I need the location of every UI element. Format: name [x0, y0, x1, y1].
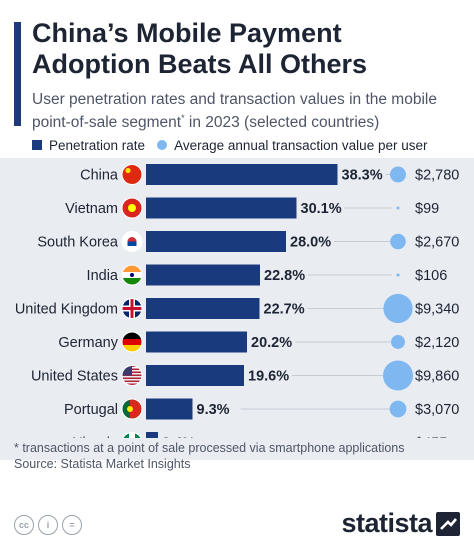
nd-icon: = — [62, 515, 82, 535]
penetration-label: 9.3% — [197, 402, 230, 418]
penetration-label: 38.3% — [342, 168, 383, 184]
category-label: Vietnam — [65, 201, 118, 217]
cc-icon: cc — [14, 515, 34, 535]
title-accent-bar — [14, 22, 21, 126]
license-icons: cc i = — [14, 515, 82, 535]
penetration-label: 2.4% — [162, 436, 195, 439]
vietnam-flag-icon — [121, 197, 143, 219]
legend-bar-swatch — [32, 140, 42, 150]
transaction-value-dot — [391, 335, 405, 349]
transaction-value-label: $2,670 — [415, 235, 459, 251]
statista-logo-mark-icon — [436, 512, 460, 536]
chart-title: China’s Mobile Payment Adoption Beats Al… — [32, 18, 368, 79]
transaction-value-label: $9,860 — [415, 369, 459, 385]
chart-subtitle: User penetration rates and transaction v… — [32, 91, 437, 132]
transaction-value-dot — [383, 293, 413, 324]
penetration-label: 22.8% — [264, 268, 305, 284]
transaction-value-dot — [383, 360, 413, 391]
transaction-value-label: $106 — [415, 268, 447, 284]
bar-chart: China 38.3% $2,780 Vietnam 30.1% $99 South Kor… — [15, 164, 459, 439]
legend-dot-swatch — [157, 140, 168, 150]
transaction-value-dot — [396, 273, 400, 277]
category-label: Portugal — [64, 402, 118, 418]
transaction-value-label: $2,120 — [415, 335, 459, 351]
united-kingdom-flag-icon — [121, 298, 143, 319]
transaction-value-dot — [390, 166, 406, 183]
by-icon: i — [38, 515, 58, 535]
nigeria-flag-icon — [122, 432, 142, 438]
legend-dot-label: Average annual transaction value per use… — [174, 137, 428, 153]
transaction-value-label: $455 — [415, 436, 447, 439]
penetration-label: 22.7% — [264, 302, 305, 318]
penetration-bar — [146, 164, 338, 185]
legend-bar-label: Penetration rate — [49, 137, 146, 153]
transaction-value-dot — [389, 400, 407, 418]
category-label: Nigeria — [72, 436, 119, 439]
category-label: India — [87, 268, 119, 284]
transaction-value-dot — [396, 206, 400, 210]
south-korea-flag-icon — [121, 231, 143, 252]
footnote: * transactions at a point of sale proces… — [14, 441, 405, 455]
transaction-value-label: $3,070 — [415, 402, 459, 418]
india-flag-icon — [121, 264, 143, 286]
penetration-bar — [146, 298, 260, 319]
penetration-bar — [146, 432, 158, 438]
source-note: Source: Statista Market Insights — [14, 457, 191, 471]
penetration-bar — [146, 231, 286, 252]
portugal-flag-icon — [121, 398, 143, 420]
category-label: China — [80, 168, 119, 184]
penetration-label: 30.1% — [301, 201, 342, 217]
transaction-value-label: $9,340 — [415, 302, 459, 318]
penetration-bar — [146, 264, 260, 286]
chart-legend: Penetration rate Average annual transact… — [32, 136, 427, 154]
penetration-label: 20.2% — [251, 335, 292, 351]
transaction-value-dot — [390, 233, 406, 250]
penetration-label: 19.6% — [248, 369, 289, 385]
statista-logo: statista — [341, 508, 432, 538]
penetration-bar — [146, 365, 244, 386]
germany-flag-icon — [121, 331, 143, 353]
transaction-value-label: $2,780 — [415, 168, 459, 184]
category-label: Germany — [58, 335, 118, 351]
penetration-bar — [146, 331, 247, 353]
penetration-bar — [146, 398, 193, 420]
category-label: United Kingdom — [15, 302, 118, 318]
united-states-flag-icon — [121, 365, 143, 386]
transaction-value-label: $99 — [415, 201, 439, 217]
penetration-label: 28.0% — [290, 235, 331, 251]
china-flag-icon — [121, 164, 143, 185]
category-label: South Korea — [37, 235, 119, 251]
penetration-bar — [146, 197, 297, 219]
category-label: United States — [31, 369, 118, 385]
